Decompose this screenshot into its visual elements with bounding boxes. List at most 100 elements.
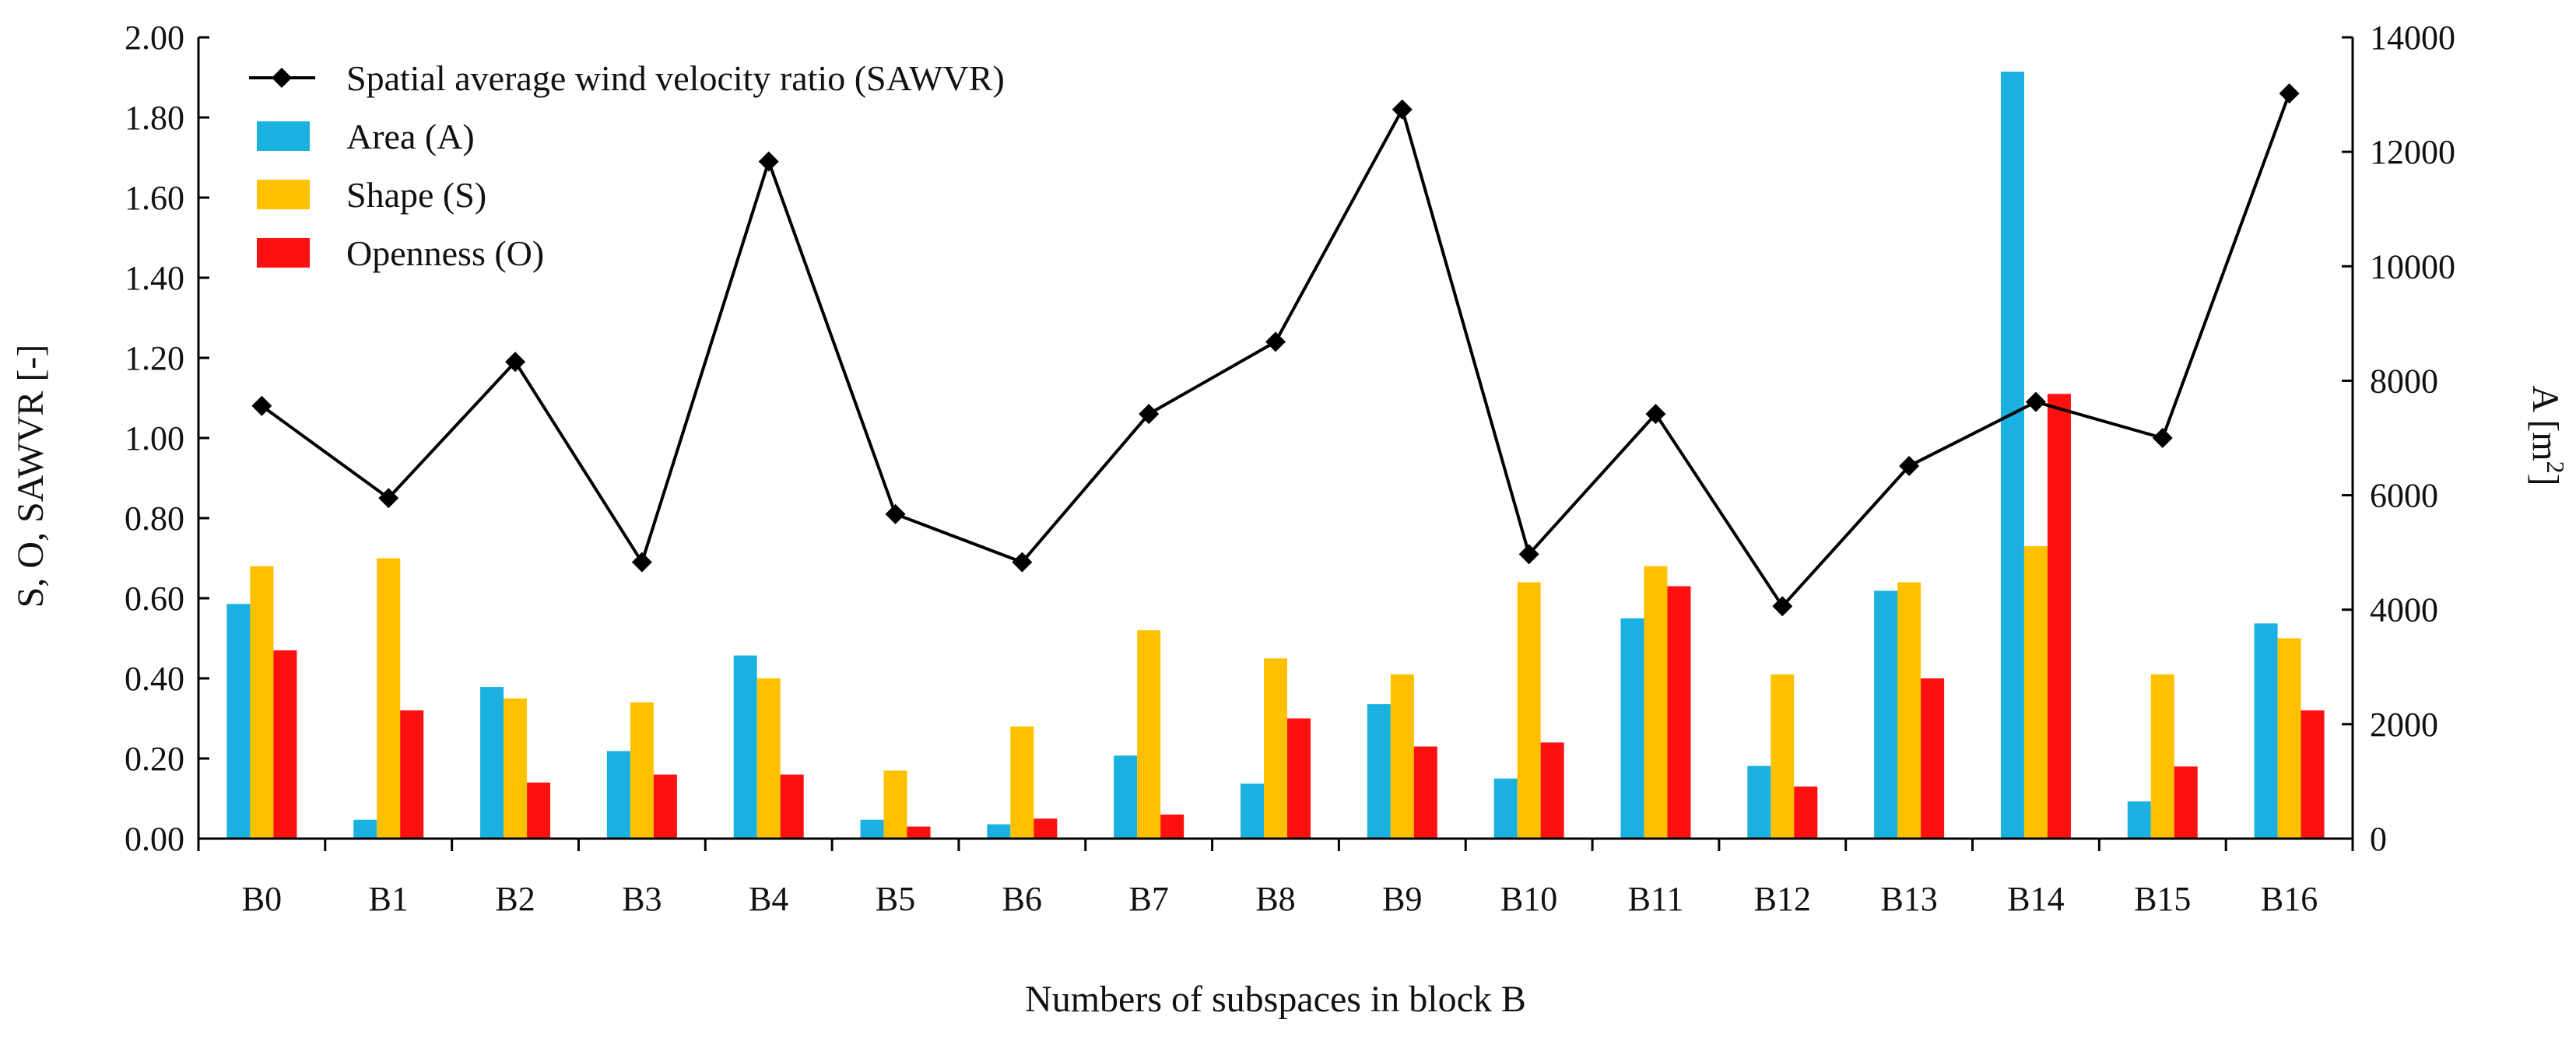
shape-s-bar [504, 698, 528, 839]
area-a-bar [1367, 704, 1391, 839]
x-tick-label: B4 [749, 880, 788, 918]
shape-s-bar [756, 678, 781, 839]
x-tick-label: B5 [876, 880, 915, 918]
sawvr-point [251, 395, 272, 416]
y-left-tick-label: 1.80 [125, 99, 184, 137]
area-a-bar [1874, 590, 1898, 839]
sawvr-point [885, 503, 906, 524]
y-left-tick-label: 0.80 [125, 499, 184, 538]
shape-s-bar [1137, 630, 1161, 839]
y-left-tick-label: 0.00 [125, 820, 184, 858]
y-left-tick-label: 1.20 [125, 339, 184, 377]
sawvr-point [1139, 404, 1160, 425]
openness-o-bar [907, 826, 931, 839]
x-tick-label: B13 [1880, 880, 1937, 918]
openness-o-bar [273, 650, 297, 839]
x-tick-label: B7 [1128, 880, 1168, 918]
sawvr-point [1518, 544, 1539, 565]
legend-label-shape-s: Shape (S) [346, 175, 486, 215]
x-tick-label: B3 [622, 880, 662, 918]
sawvr-point [505, 352, 526, 373]
legend-swatch-area-a [257, 121, 310, 151]
legend-marker-sawvr [272, 68, 292, 88]
sawvr-point [2025, 391, 2046, 412]
area-a-bar [1747, 765, 1771, 839]
shape-s-bar [2277, 638, 2301, 839]
legend-label-area-a: Area (A) [346, 117, 475, 156]
sawvr-point [1012, 552, 1033, 573]
x-tick-label: B8 [1255, 880, 1295, 918]
area-a-bar [480, 687, 504, 839]
area-a-bar [2000, 72, 2024, 839]
openness-o-bar [2047, 394, 2071, 839]
sawvr-point [631, 552, 652, 573]
area-a-bar [2254, 623, 2278, 839]
legend-label-spatial-average-wind-velocity-ratio-sawvr: Spatial average wind velocity ratio (SAW… [346, 58, 1005, 98]
y-left-tick-label: 1.40 [125, 259, 184, 297]
sawvr-point [1645, 404, 1666, 425]
openness-o-bar [780, 774, 804, 839]
legend-swatch-openness-o [257, 238, 310, 268]
legend: Spatial average wind velocity ratio (SAW… [249, 58, 1005, 273]
sawvr-point [2279, 83, 2300, 104]
x-tick-label: B12 [1754, 880, 1811, 918]
y-axis-right-label: A [m2] [2525, 385, 2570, 485]
x-tick-label: B9 [1382, 880, 1422, 918]
shape-s-bar [1517, 582, 1541, 839]
legend-swatch-shape-s [257, 180, 310, 209]
area-a-bar [2127, 801, 2151, 839]
axes [197, 37, 2354, 840]
openness-o-bar [653, 774, 677, 839]
area-a-bar [1620, 618, 1644, 839]
x-tick-label: B2 [495, 880, 535, 918]
openness-o-bar [1034, 818, 1058, 839]
y-right-tick-label: 14000 [2370, 19, 2455, 57]
axis-ticks: 0.00 0.20 0.40 0.60 0.80 1.00 1.20 1.40 1.60 1.80… [125, 19, 2455, 918]
openness-o-bar [1921, 678, 1945, 839]
y-left-tick-label: 0.40 [125, 660, 184, 698]
openness-o-bar [1667, 586, 1691, 839]
shape-s-bar [1644, 566, 1668, 839]
x-tick-label: B11 [1628, 880, 1684, 918]
x-axis-label: Numbers of subspaces in block B [1025, 979, 1526, 1020]
y-left-tick-label: 2.00 [125, 19, 184, 57]
y-left-tick-label: 0.60 [125, 580, 184, 618]
area-a-bar [733, 655, 757, 839]
openness-o-bar [1413, 746, 1437, 839]
x-tick-label: B15 [2134, 880, 2191, 918]
x-tick-label: B1 [369, 880, 409, 918]
openness-o-bar [1794, 787, 1818, 839]
y-right-tick-label: 4000 [2370, 591, 2438, 629]
shape-s-bar [630, 702, 654, 839]
area-a-bar [353, 819, 377, 839]
shape-s-bar [883, 770, 907, 839]
sawvr-point [1899, 456, 1920, 477]
shape-s-bar [1390, 674, 1414, 839]
y-right-tick-label: 2000 [2370, 706, 2438, 744]
openness-o-bar [2301, 710, 2325, 839]
sawvr-point [1772, 596, 1793, 617]
shape-s-bar [377, 558, 401, 839]
sawvr-point [378, 488, 399, 509]
sawvr-point [1392, 99, 1413, 120]
area-a-bar [606, 751, 630, 839]
x-tick-label: B16 [2261, 880, 2318, 918]
x-tick-label: B0 [242, 880, 282, 918]
sawvr-line [251, 83, 2300, 617]
x-tick-label: B6 [1002, 880, 1042, 918]
shape-s-bar [1897, 582, 1921, 839]
openness-o-bar [527, 782, 551, 839]
y-right-tick-label: 12000 [2370, 133, 2455, 171]
area-a-bar [226, 604, 251, 839]
openness-o-bar [2174, 766, 2198, 839]
openness-o-bar [400, 710, 424, 839]
area-a-bar [987, 824, 1011, 839]
y-left-tick-label: 1.60 [125, 179, 184, 217]
y-right-tick-label: 0 [2370, 820, 2387, 858]
y-axis-left-label: S, O, SAWVR [-] [10, 345, 51, 608]
area-a-bar [1493, 778, 1518, 839]
shape-s-bar [250, 566, 274, 839]
x-tick-label: B14 [2007, 880, 2064, 918]
x-tick-label: B10 [1500, 880, 1557, 918]
